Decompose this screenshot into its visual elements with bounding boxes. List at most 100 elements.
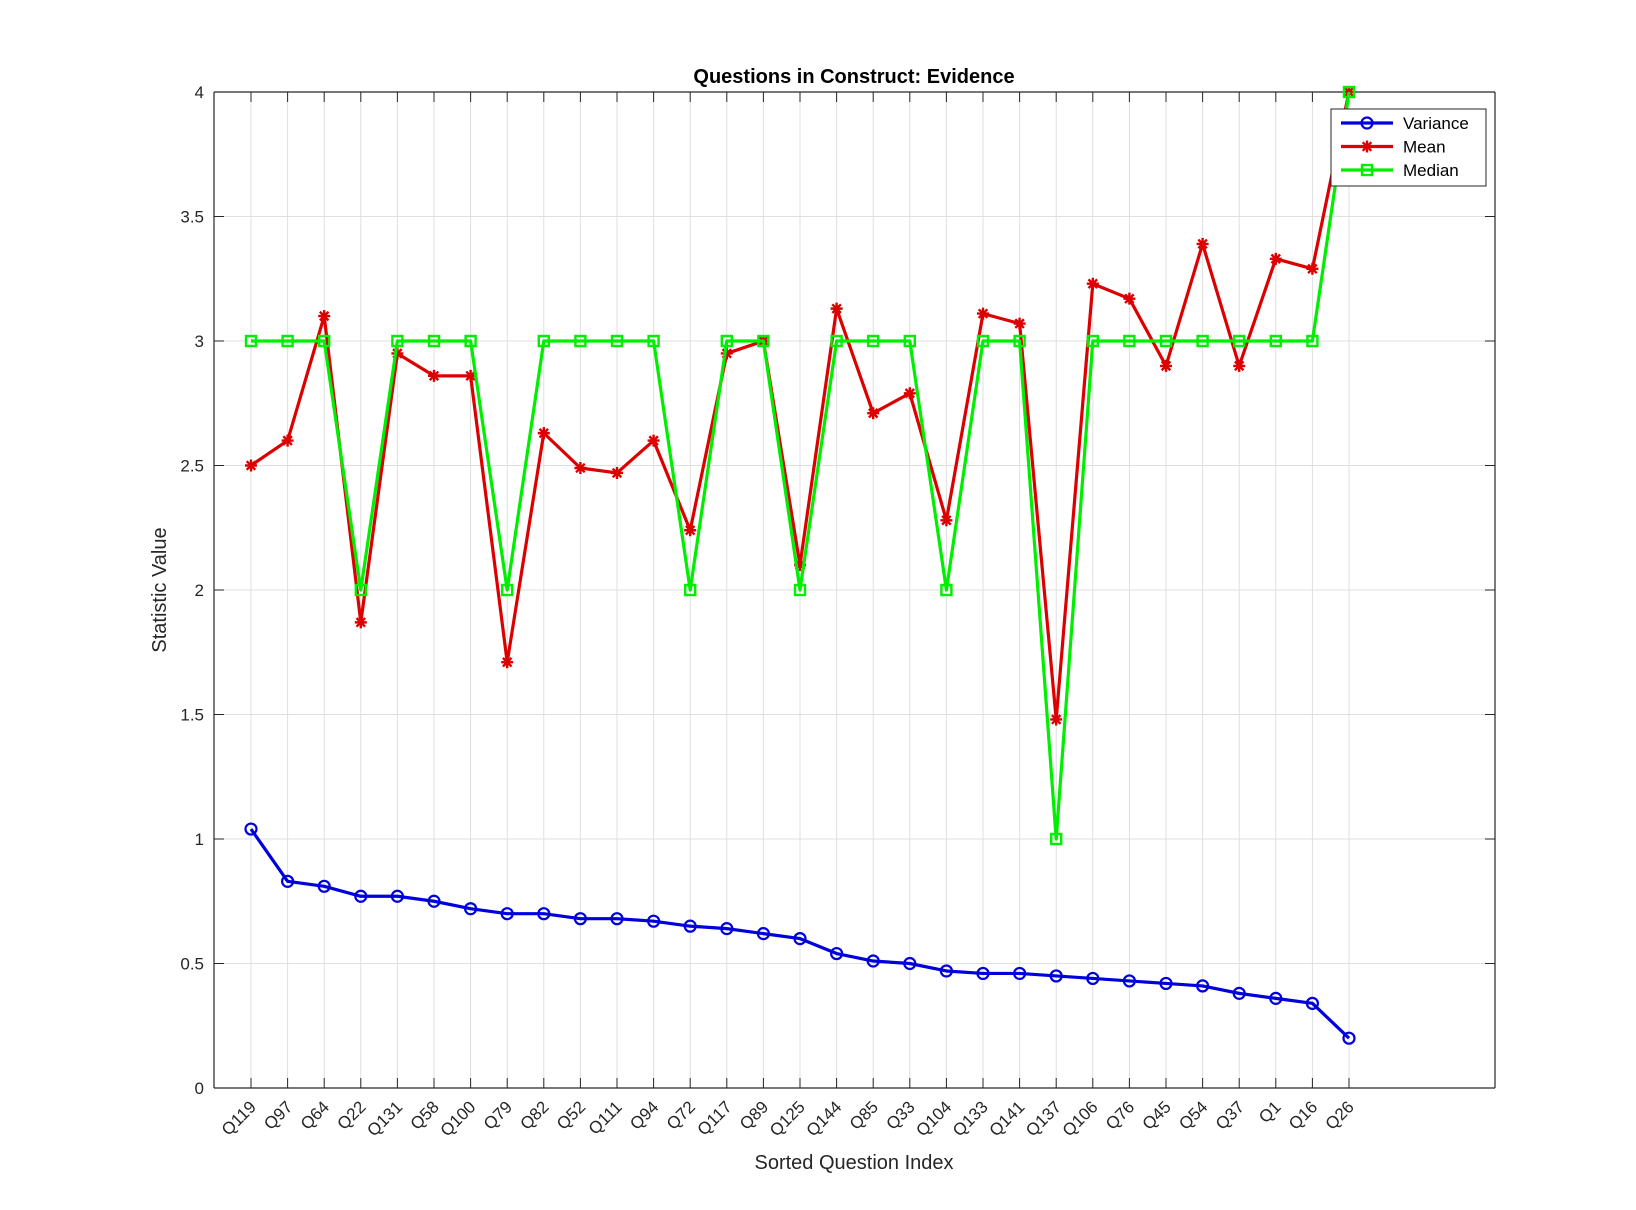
data-point-variance [1122, 974, 1137, 988]
data-point-median [574, 334, 587, 348]
data-point-mean [720, 347, 733, 360]
data-point-median [1306, 334, 1319, 348]
data-point-median [537, 334, 550, 348]
data-point-variance [866, 954, 880, 968]
data-point-median [501, 583, 514, 597]
data-point-variance [1049, 969, 1063, 983]
data-point-median [391, 334, 404, 348]
legend-marker-mean [1361, 140, 1373, 153]
data-point-variance [354, 889, 368, 903]
data-point-variance [1086, 971, 1100, 986]
legend-label-median: Median [1403, 161, 1459, 180]
data-point-mean [537, 427, 550, 440]
data-point-variance [1342, 1031, 1356, 1045]
data-point-median [281, 334, 294, 348]
y-tick-label: 2 [195, 581, 204, 600]
data-point-variance [976, 966, 990, 981]
data-point-median [903, 334, 916, 348]
data-point-mean [794, 559, 806, 572]
data-point-median [940, 583, 953, 597]
data-point-median [1013, 334, 1026, 348]
chart-title: Questions in Construct: Evidence [693, 66, 1014, 88]
data-point-mean [318, 310, 331, 323]
data-point-median [1159, 334, 1173, 348]
y-tick-label: 0 [195, 1079, 204, 1098]
axes [213, 91, 1496, 1089]
y-tick-label: 3.5 [180, 208, 204, 227]
data-point-median [830, 334, 843, 348]
x-axis-title: Sorted Question Index [754, 1152, 953, 1174]
data-point-mean [1269, 252, 1282, 265]
data-point-variance [1269, 991, 1283, 1005]
data-point-mean [245, 459, 257, 472]
data-point-variance [1232, 986, 1246, 1000]
data-point-median [684, 583, 697, 597]
data-point-mean [647, 434, 660, 447]
data-point-variance [573, 912, 588, 926]
data-point-median [1342, 85, 1356, 99]
data-point-median [610, 334, 624, 348]
legend: Variance Mean Median [1330, 108, 1487, 187]
data-point-mean [1196, 237, 1209, 250]
y-tick-label: 3 [195, 332, 204, 351]
data-point-median [427, 334, 441, 348]
series-variance [244, 822, 1356, 1045]
data-point-mean [1123, 292, 1136, 305]
data-point-mean [903, 387, 916, 400]
data-point-mean [684, 524, 697, 537]
data-point-variance [610, 912, 624, 926]
series-line-variance [249, 828, 1351, 1040]
legend-marker-median [1360, 163, 1374, 177]
y-axis-title: Statistic Value [149, 527, 171, 652]
data-point-variance [720, 922, 734, 936]
data-point-mean [830, 302, 843, 315]
data-point-mean [428, 369, 440, 382]
y-tick-label: 1 [195, 830, 204, 849]
data-point-median [1196, 334, 1209, 348]
data-point-mean [281, 434, 294, 447]
data-point-mean [464, 369, 477, 382]
data-point-variance [281, 874, 295, 888]
data-point-mean [501, 656, 514, 669]
data-point-median [757, 334, 770, 348]
data-point-median [1049, 832, 1063, 846]
legend-label-variance: Variance [1403, 114, 1469, 133]
data-point-variance [793, 931, 807, 946]
legend-label-mean: Mean [1403, 138, 1446, 157]
series-group [244, 85, 1356, 1045]
data-point-median [793, 583, 807, 597]
data-point-variance [390, 889, 404, 903]
data-point-variance [1159, 976, 1173, 991]
series-mean [245, 86, 1355, 726]
y-tick-label: 1.5 [180, 706, 204, 725]
data-point-mean [940, 514, 953, 527]
data-point-median [354, 583, 367, 597]
data-point-variance [1305, 996, 1320, 1010]
data-point-variance [537, 907, 551, 921]
data-point-mean [1050, 713, 1063, 726]
y-tick-labels: 0 0.5 1 1.5 2 2.5 3 3.5 4 [180, 83, 204, 1098]
data-point-mean [391, 347, 404, 360]
y-tick-label: 2.5 [180, 457, 204, 476]
data-point-mean [1160, 359, 1172, 372]
data-point-variance [500, 907, 514, 921]
data-point-mean [611, 466, 623, 479]
data-point-variance [903, 956, 917, 971]
data-point-median [647, 334, 660, 348]
data-point-variance [756, 927, 771, 941]
data-point-median [720, 334, 733, 348]
data-point-mean [354, 616, 367, 629]
data-point-median [1123, 334, 1136, 348]
data-point-mean [1013, 317, 1026, 330]
data-point-median [244, 334, 258, 348]
data-point-variance [317, 879, 331, 893]
data-point-mean [977, 307, 989, 320]
data-point-variance [1195, 979, 1210, 993]
data-point-median [318, 334, 331, 348]
data-point-mean [867, 407, 880, 420]
data-point-variance [829, 946, 844, 961]
data-point-variance [1012, 966, 1027, 981]
data-point-median [1086, 334, 1100, 348]
series-line-median [251, 91, 1351, 841]
